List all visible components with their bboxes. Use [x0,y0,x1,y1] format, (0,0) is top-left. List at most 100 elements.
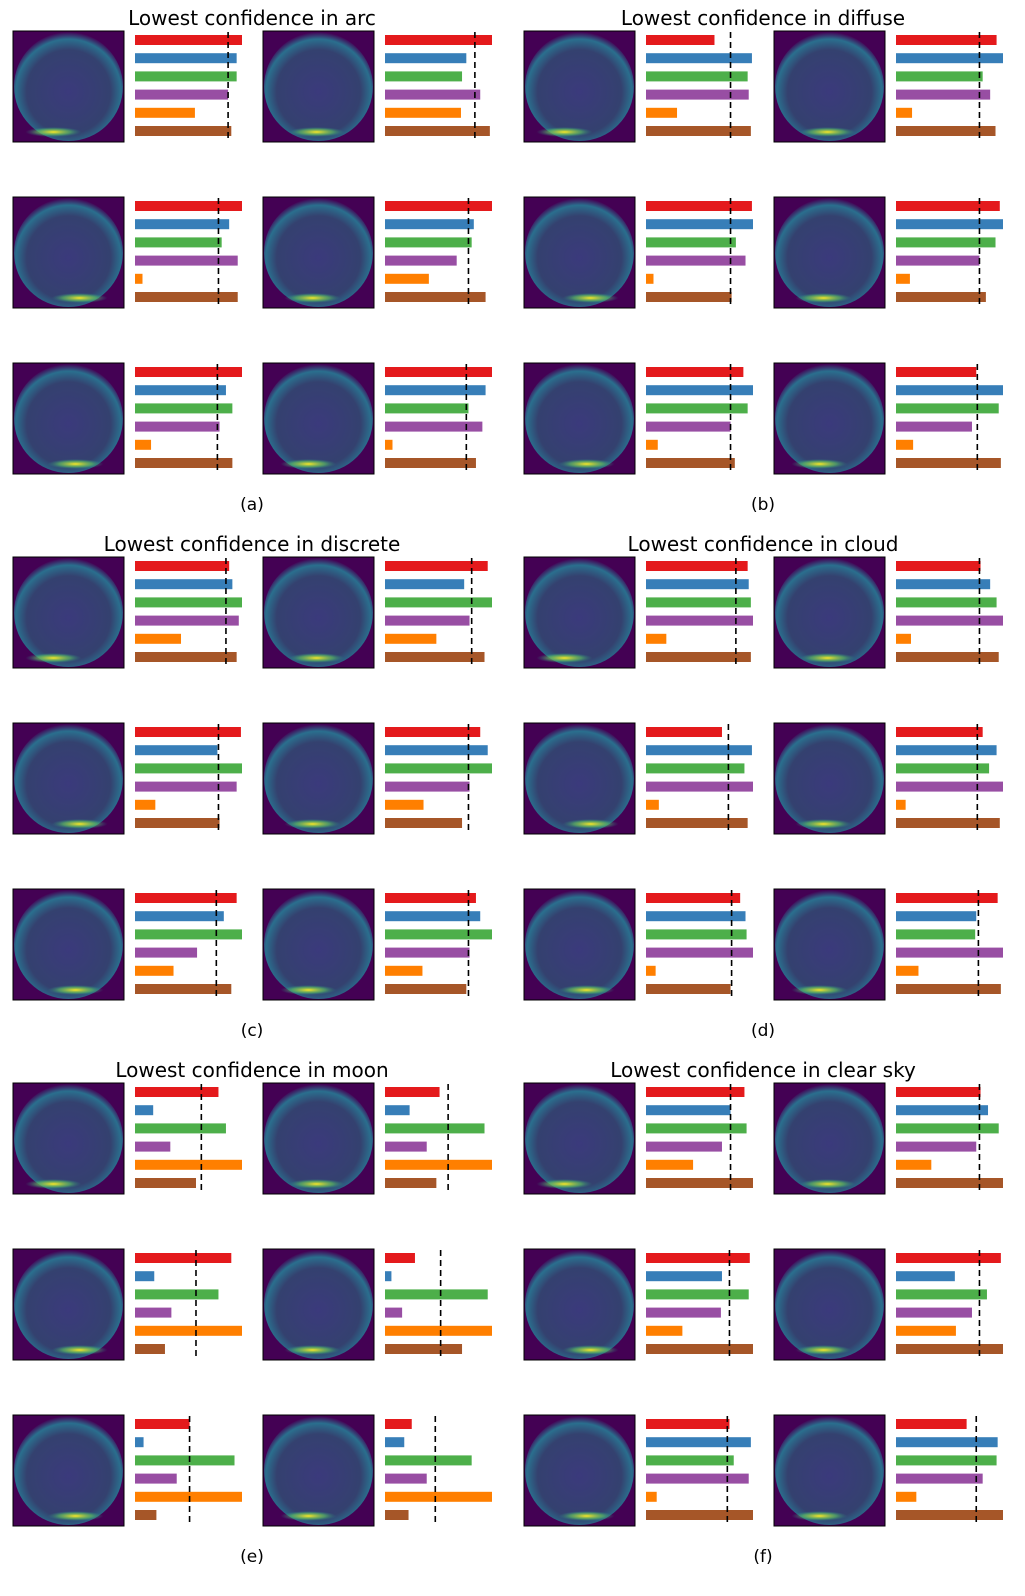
bar [646,652,751,662]
bar [135,385,226,396]
sky-disc [775,364,884,473]
bar [896,1419,967,1429]
bar [646,367,744,377]
bar [646,1473,749,1484]
bar [385,126,490,136]
bar [646,292,732,302]
sample [12,30,242,143]
sample [773,888,1003,1001]
sample [523,1414,753,1527]
bar [385,219,474,230]
bar [646,1178,753,1188]
bar [135,799,156,810]
bar [135,893,237,903]
sky-disc [525,32,634,141]
bar [646,403,748,414]
sky-disc [14,890,123,999]
bar [646,984,731,994]
bar [646,71,748,82]
sky-disc [264,198,373,307]
bar [896,89,991,100]
sample [523,362,753,475]
bar [385,799,424,810]
bar [385,1491,492,1502]
aurora-glow [558,459,615,469]
aurora-glow [25,127,82,137]
bar [135,745,218,756]
sample [262,556,492,669]
bar [385,745,488,756]
sample [12,1082,242,1195]
bar [646,579,749,590]
sample [12,556,242,669]
bar [385,439,393,450]
bar [135,237,222,248]
bar [646,965,656,976]
bar [646,237,736,248]
aurora-glow [799,653,856,663]
bar [646,1419,730,1429]
sky-disc [264,890,373,999]
aurora-glow [558,1511,615,1521]
bar [896,579,991,590]
bar [646,615,753,626]
bar [896,947,1003,958]
bar [385,1419,412,1429]
bar [135,201,242,211]
bar [896,763,990,774]
bar [646,929,747,940]
aurora-glow [536,127,593,137]
bar [135,1307,172,1318]
bar [135,439,152,450]
bar [646,1307,721,1318]
bar [385,1178,437,1188]
aurora-glow [562,293,619,303]
sample [12,1248,242,1361]
aurora-glow [288,1179,345,1189]
aurora-glow [51,293,108,303]
sample [262,1414,492,1527]
bar [385,911,481,922]
bar [385,255,457,266]
bar [385,201,492,211]
bar [646,421,731,432]
bar [385,1289,488,1300]
bar [646,745,752,756]
bar [385,1159,492,1170]
sky-disc [775,724,884,833]
bar [135,763,242,774]
bar [896,1473,983,1484]
panel-title: Lowest confidence in cloud [628,532,899,556]
sample [523,1082,753,1195]
panel-title: Lowest confidence in diffuse [621,6,905,30]
bar [135,1491,242,1502]
bar [135,1105,154,1116]
bar [135,1178,196,1188]
sample [773,722,1003,835]
sample [262,30,492,143]
bar [135,984,232,994]
bar [896,219,1003,230]
sky-disc [525,724,634,833]
bar [385,1510,409,1520]
bar [385,89,481,100]
bar [385,929,492,940]
aurora-glow [280,459,337,469]
bar [385,403,469,414]
bar [896,984,1001,994]
bar [385,947,470,958]
bar [896,633,911,644]
sky-disc [775,558,884,667]
bar [385,763,492,774]
bar [135,1455,235,1466]
bar [646,1123,747,1134]
bar [646,255,746,266]
bar [646,201,752,211]
bar [646,107,678,118]
bar [896,1178,1003,1188]
aurora-glow [558,985,615,995]
bar [135,1473,177,1484]
bar [646,799,659,810]
bar [896,1510,1003,1520]
bar [385,367,492,377]
